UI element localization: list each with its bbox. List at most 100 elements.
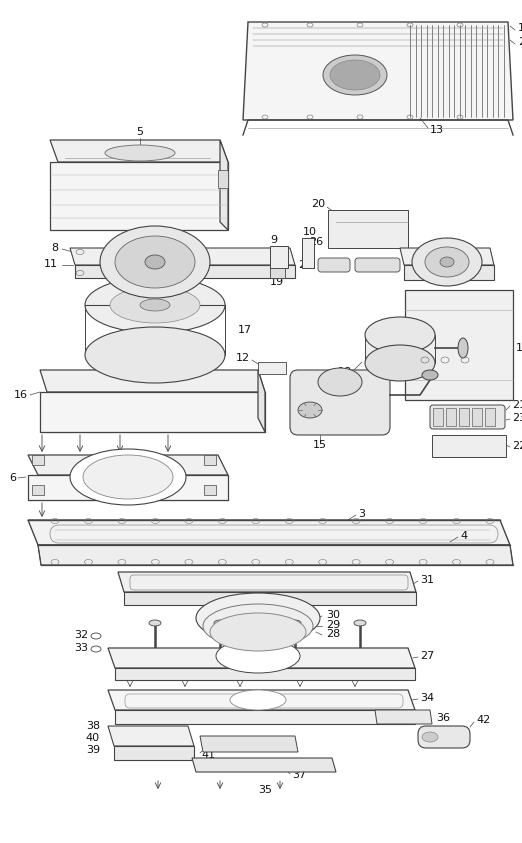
Text: 6: 6	[9, 473, 16, 483]
Text: 4: 4	[460, 531, 467, 541]
Polygon shape	[404, 265, 494, 280]
Text: 25: 25	[298, 260, 312, 270]
Ellipse shape	[83, 455, 173, 499]
Polygon shape	[124, 592, 416, 605]
Bar	[472, 408, 482, 426]
Text: 5: 5	[136, 127, 144, 137]
Ellipse shape	[110, 287, 200, 323]
Ellipse shape	[85, 277, 225, 333]
FancyBboxPatch shape	[290, 370, 390, 435]
Polygon shape	[220, 140, 228, 230]
Bar	[302, 238, 314, 268]
Ellipse shape	[85, 327, 225, 383]
FancyBboxPatch shape	[355, 258, 400, 272]
Ellipse shape	[140, 299, 170, 311]
Ellipse shape	[330, 60, 380, 90]
Ellipse shape	[365, 317, 435, 353]
Text: 18: 18	[338, 367, 352, 377]
Polygon shape	[114, 746, 194, 760]
Text: 11: 11	[44, 259, 58, 269]
Polygon shape	[38, 545, 513, 565]
Ellipse shape	[115, 236, 195, 288]
Ellipse shape	[425, 247, 469, 277]
Polygon shape	[118, 572, 416, 592]
Ellipse shape	[289, 620, 301, 626]
Text: 17: 17	[238, 325, 252, 335]
Polygon shape	[270, 268, 285, 278]
Ellipse shape	[203, 604, 313, 648]
FancyBboxPatch shape	[318, 258, 350, 272]
Text: 32: 32	[74, 630, 88, 640]
Ellipse shape	[145, 255, 165, 269]
Ellipse shape	[105, 145, 175, 161]
Bar	[258, 362, 286, 374]
Polygon shape	[115, 668, 415, 680]
Text: 3: 3	[358, 509, 365, 519]
Text: 20: 20	[311, 199, 325, 209]
Ellipse shape	[210, 613, 306, 651]
Polygon shape	[50, 140, 228, 162]
Text: 9: 9	[270, 235, 277, 245]
Polygon shape	[200, 736, 298, 752]
Bar	[446, 408, 456, 426]
Ellipse shape	[323, 55, 387, 95]
Text: 12: 12	[236, 353, 250, 363]
Text: 37: 37	[292, 770, 306, 780]
Text: 29: 29	[326, 620, 340, 630]
Text: 30: 30	[326, 610, 340, 620]
Bar	[85, 305, 225, 355]
Ellipse shape	[318, 368, 362, 396]
Text: 16: 16	[14, 390, 28, 400]
Ellipse shape	[298, 402, 322, 418]
Polygon shape	[40, 392, 265, 432]
Text: 41: 41	[201, 750, 215, 760]
Ellipse shape	[412, 238, 482, 286]
Text: 36: 36	[436, 713, 450, 723]
Text: 26: 26	[309, 237, 323, 247]
Text: 8: 8	[51, 243, 58, 253]
Text: 31: 31	[420, 575, 434, 585]
Ellipse shape	[365, 345, 435, 381]
Ellipse shape	[70, 449, 186, 505]
Text: 15: 15	[313, 440, 327, 450]
Ellipse shape	[354, 620, 366, 626]
Ellipse shape	[230, 690, 286, 710]
Polygon shape	[28, 455, 228, 475]
Text: 33: 33	[74, 643, 88, 653]
Polygon shape	[40, 370, 265, 392]
Polygon shape	[108, 648, 415, 668]
Text: 7: 7	[393, 237, 400, 247]
Bar	[365, 335, 435, 363]
Bar	[432, 435, 506, 457]
Text: 39: 39	[86, 745, 100, 755]
Text: 1: 1	[518, 23, 522, 33]
Text: 21: 21	[512, 400, 522, 410]
Text: 24: 24	[408, 260, 422, 270]
Bar	[218, 170, 228, 188]
Bar	[459, 408, 469, 426]
Ellipse shape	[422, 370, 438, 380]
FancyBboxPatch shape	[418, 726, 470, 748]
Polygon shape	[70, 248, 295, 265]
Polygon shape	[243, 22, 513, 120]
Text: 19: 19	[270, 277, 284, 287]
Text: 28: 28	[326, 629, 340, 639]
Text: 27: 27	[420, 651, 434, 661]
Ellipse shape	[458, 338, 468, 358]
Bar	[204, 455, 216, 465]
Text: 2: 2	[518, 37, 522, 47]
Text: 34: 34	[420, 693, 434, 703]
Bar	[270, 246, 288, 268]
Polygon shape	[50, 162, 228, 230]
Bar	[204, 485, 216, 495]
Ellipse shape	[216, 639, 300, 673]
Polygon shape	[28, 475, 228, 500]
Bar	[485, 408, 495, 426]
Bar	[32, 485, 44, 495]
Text: 42: 42	[476, 715, 490, 725]
Polygon shape	[28, 520, 510, 545]
Bar	[433, 408, 443, 426]
Text: 13: 13	[430, 125, 444, 135]
Text: 23: 23	[512, 413, 522, 423]
Polygon shape	[108, 690, 415, 710]
